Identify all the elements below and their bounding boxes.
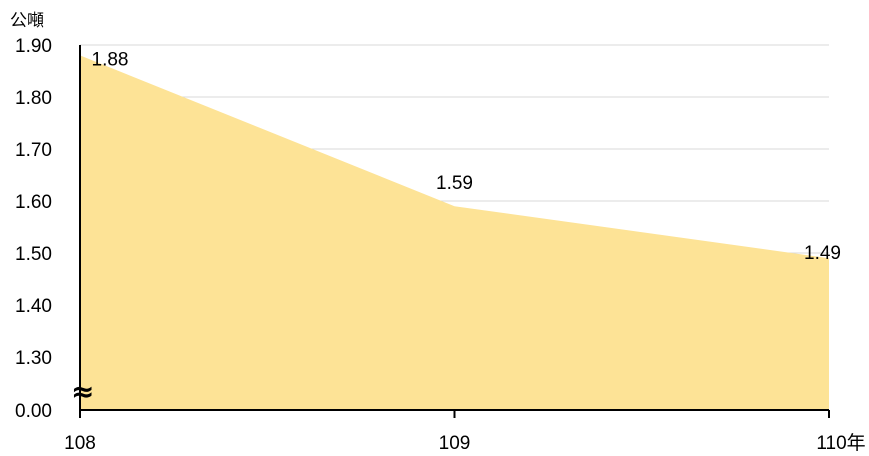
data-label-2: 1.49 (804, 243, 841, 264)
y-tick-label-0: 1.90 (15, 36, 52, 57)
x-tick-label-2: 110年 (816, 432, 865, 454)
y-tick-label-5: 1.40 (15, 296, 52, 317)
axis-break-icon: ≈ (71, 375, 94, 408)
data-label-1: 1.59 (436, 173, 473, 194)
y-tick-label-6: 1.30 (15, 348, 52, 369)
area-series (80, 55, 829, 411)
data-labels: 1.88 1.59 1.49 (92, 49, 841, 264)
axes (79, 45, 830, 418)
y-tick-labels: 1.90 1.80 1.70 1.60 1.50 1.40 1.30 0.00 (15, 36, 52, 422)
x-tick-label-1: 109 (439, 433, 471, 454)
y-tick-label-2: 1.70 (15, 140, 52, 161)
x-tick-label-0: 108 (64, 433, 96, 454)
y-tick-label-1: 1.80 (15, 88, 52, 109)
y-tick-label-4: 1.50 (15, 244, 52, 265)
data-label-0: 1.88 (92, 49, 129, 70)
y-tick-label-7: 0.00 (15, 401, 52, 422)
y-axis-unit-label: 公噸 (10, 11, 44, 31)
x-tick-labels: 108 109 110年 (64, 432, 866, 454)
y-tick-label-3: 1.60 (15, 192, 52, 213)
